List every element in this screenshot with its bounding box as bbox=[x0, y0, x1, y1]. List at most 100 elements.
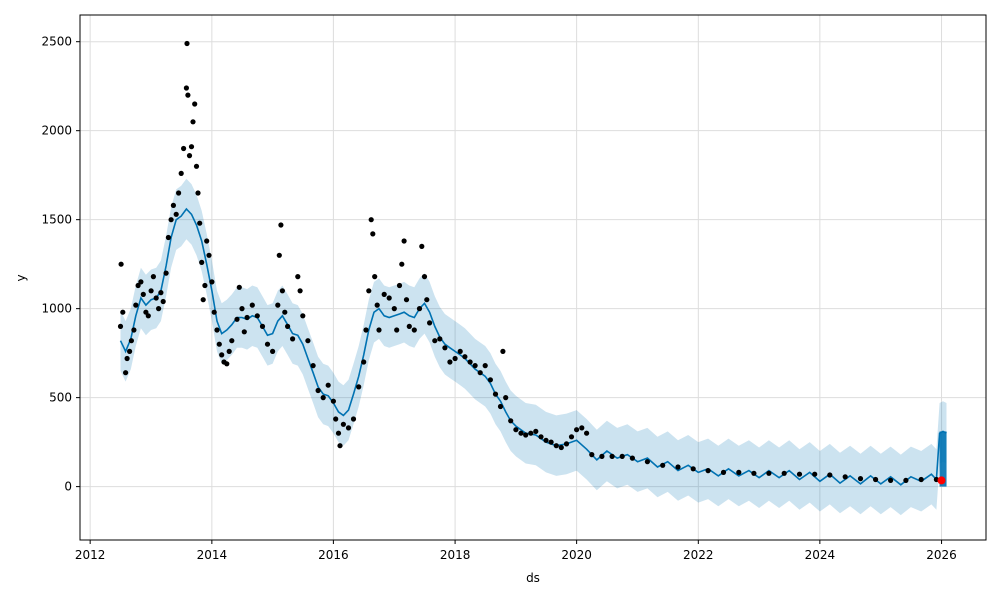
observed-point bbox=[368, 217, 374, 223]
observed-point bbox=[153, 295, 159, 301]
forecast-tail bbox=[939, 431, 947, 487]
observed-point bbox=[503, 395, 509, 401]
observed-point bbox=[467, 359, 473, 365]
observed-point bbox=[259, 323, 266, 329]
observed-point bbox=[442, 345, 448, 351]
observed-point bbox=[401, 238, 407, 244]
observed-point bbox=[209, 279, 215, 285]
observed-point bbox=[437, 336, 443, 342]
observed-point bbox=[589, 452, 595, 458]
observed-point bbox=[123, 370, 129, 376]
observed-point bbox=[447, 359, 453, 365]
observed-point bbox=[178, 170, 184, 176]
observed-point bbox=[226, 348, 232, 354]
observed-point bbox=[197, 220, 203, 226]
observed-point bbox=[190, 119, 196, 125]
observed-point bbox=[599, 453, 605, 459]
observed-point bbox=[376, 327, 382, 333]
observed-point bbox=[279, 288, 285, 294]
observed-point bbox=[492, 391, 499, 397]
observed-point bbox=[168, 217, 174, 223]
observed-point bbox=[185, 92, 191, 98]
observed-point bbox=[337, 443, 343, 449]
observed-point bbox=[411, 327, 417, 333]
observed-point bbox=[204, 238, 210, 244]
observed-point bbox=[736, 469, 742, 475]
observed-point bbox=[285, 323, 291, 329]
observed-point bbox=[619, 453, 625, 459]
observed-point bbox=[183, 85, 189, 91]
observed-point bbox=[579, 425, 585, 431]
x-tick-label: 2016 bbox=[318, 548, 349, 562]
observed-point bbox=[477, 370, 483, 376]
observed-point bbox=[335, 430, 342, 436]
x-tick-label: 2014 bbox=[197, 548, 228, 562]
observed-point bbox=[563, 441, 570, 447]
observed-point bbox=[609, 453, 615, 459]
observed-point bbox=[462, 354, 468, 360]
observed-point bbox=[192, 101, 198, 107]
observed-point bbox=[120, 309, 126, 315]
observed-point bbox=[275, 302, 281, 308]
observed-point bbox=[138, 279, 144, 285]
observed-point bbox=[333, 416, 339, 422]
observed-point bbox=[406, 323, 412, 329]
observed-point bbox=[363, 327, 369, 333]
observed-point bbox=[350, 416, 357, 422]
observed-point bbox=[165, 234, 171, 241]
observed-point bbox=[236, 284, 242, 290]
observed-point bbox=[508, 418, 514, 424]
observed-point bbox=[538, 434, 544, 440]
x-tick-label: 2022 bbox=[683, 548, 714, 562]
observed-point bbox=[533, 428, 539, 434]
observed-point bbox=[416, 306, 423, 312]
y-tick-label: 1000 bbox=[41, 302, 72, 316]
observed-point bbox=[249, 302, 255, 308]
observed-points bbox=[117, 40, 940, 483]
observed-point bbox=[457, 348, 463, 354]
observed-point bbox=[320, 395, 326, 401]
observed-point bbox=[158, 290, 164, 296]
observed-point bbox=[827, 472, 833, 478]
observed-point bbox=[219, 352, 225, 358]
observed-point bbox=[403, 297, 410, 303]
observed-point bbox=[345, 425, 352, 431]
observed-point bbox=[150, 274, 156, 280]
x-tick-label: 2012 bbox=[75, 548, 106, 562]
observed-point bbox=[199, 259, 205, 265]
observed-point bbox=[186, 153, 193, 159]
observed-point bbox=[224, 361, 230, 367]
observed-point bbox=[796, 471, 803, 477]
highlight-point bbox=[937, 476, 946, 485]
x-axis: 2012 2014 2016 2018 2020 2022 2024 2026 bbox=[75, 540, 957, 562]
observed-point bbox=[374, 302, 380, 308]
observed-point bbox=[523, 432, 529, 438]
observed-point bbox=[214, 327, 220, 333]
observed-point bbox=[751, 470, 757, 476]
observed-point bbox=[127, 348, 133, 354]
y-tick-label: 2000 bbox=[41, 124, 72, 138]
observed-point bbox=[124, 355, 130, 362]
observed-point bbox=[857, 476, 864, 482]
observed-point bbox=[690, 466, 696, 472]
observed-point bbox=[903, 477, 909, 483]
observed-point bbox=[873, 476, 879, 483]
observed-point bbox=[427, 320, 433, 326]
observed-point bbox=[419, 243, 425, 249]
observed-point bbox=[181, 145, 187, 152]
observed-point bbox=[200, 297, 206, 303]
observed-point bbox=[270, 348, 276, 354]
observed-point bbox=[295, 274, 301, 280]
forecast-line bbox=[119, 207, 947, 487]
observed-point bbox=[553, 443, 559, 449]
observed-point bbox=[584, 430, 590, 436]
observed-point bbox=[216, 341, 222, 347]
observed-point bbox=[842, 474, 848, 480]
observed-point bbox=[145, 313, 151, 319]
x-tick-label: 2024 bbox=[805, 548, 836, 562]
observed-point bbox=[660, 462, 666, 468]
observed-point bbox=[156, 306, 162, 312]
observed-point bbox=[117, 323, 124, 329]
